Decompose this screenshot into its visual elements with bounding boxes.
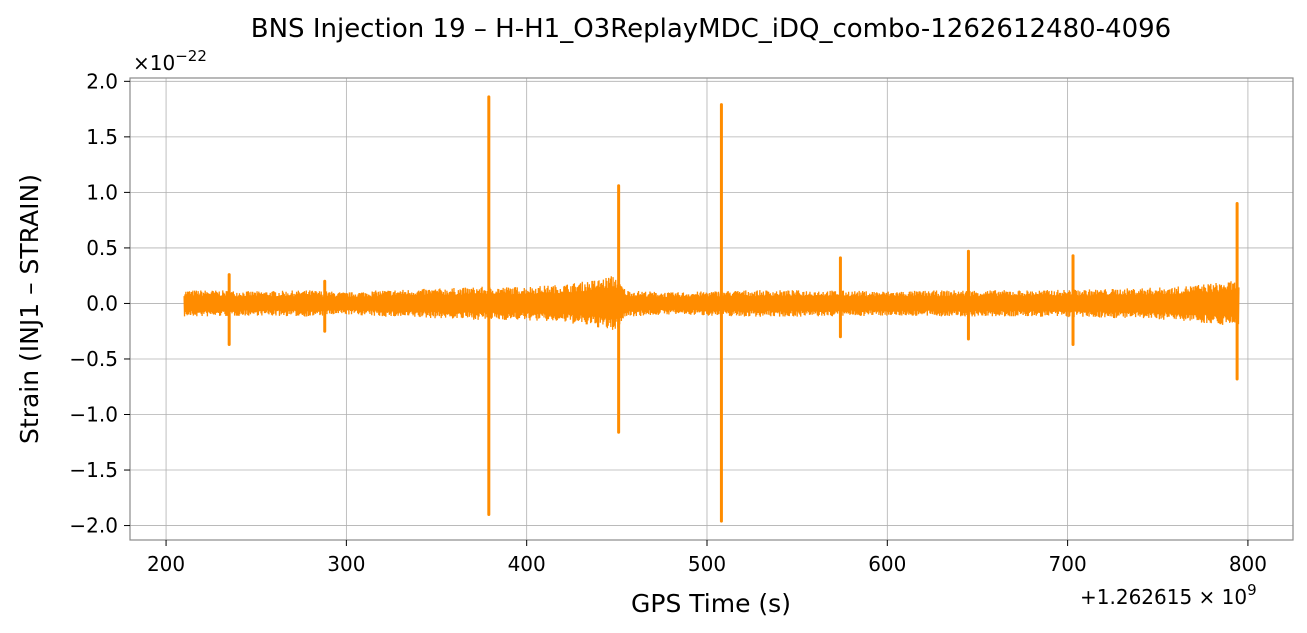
y-tick-label: 0.0 bbox=[86, 291, 118, 315]
y-tick-label: −1.0 bbox=[69, 403, 118, 427]
y-tick-label: 2.0 bbox=[86, 69, 118, 93]
x-tick-label: 400 bbox=[508, 552, 546, 576]
y-tick-label: −0.5 bbox=[69, 347, 118, 371]
x-offset-exponent: 9 bbox=[1247, 581, 1257, 599]
x-tick-label: 700 bbox=[1049, 552, 1087, 576]
y-axis-ticks: −2.0 −1.5 −1.0 −0.5 0.0 0.5 1.0 1.5 2.0 bbox=[69, 69, 130, 538]
x-tick-label: 200 bbox=[147, 552, 185, 576]
y-axis-label: Strain (INJ1 – STRAIN) bbox=[15, 174, 44, 444]
chart-title: BNS Injection 19 – H-H1_O3ReplayMDC_iDQ_… bbox=[251, 14, 1171, 44]
x-tick-label: 600 bbox=[868, 552, 906, 576]
x-axis-label: GPS Time (s) bbox=[631, 589, 791, 618]
y-tick-label: 1.5 bbox=[86, 125, 118, 149]
x-axis-ticks: 200 300 400 500 600 700 800 bbox=[147, 540, 1267, 576]
plot-area bbox=[183, 95, 1240, 523]
y-tick-label: 1.0 bbox=[86, 180, 118, 204]
x-offset-base: +1.262615 × 10 bbox=[1080, 585, 1247, 609]
y-scale-label: ×10−22 bbox=[133, 47, 207, 75]
y-scale-exponent: −22 bbox=[175, 47, 207, 65]
x-tick-label: 800 bbox=[1229, 552, 1267, 576]
x-tick-label: 300 bbox=[327, 552, 365, 576]
x-tick-label: 500 bbox=[688, 552, 726, 576]
x-offset-label: +1.262615 × 109 bbox=[1080, 581, 1257, 609]
y-scale-base: ×10 bbox=[133, 51, 175, 75]
y-tick-label: 0.5 bbox=[86, 236, 118, 260]
y-tick-label: −2.0 bbox=[69, 514, 118, 538]
y-tick-label: −1.5 bbox=[69, 458, 118, 482]
strain-band bbox=[183, 276, 1240, 330]
plot-frame bbox=[129, 77, 1294, 541]
